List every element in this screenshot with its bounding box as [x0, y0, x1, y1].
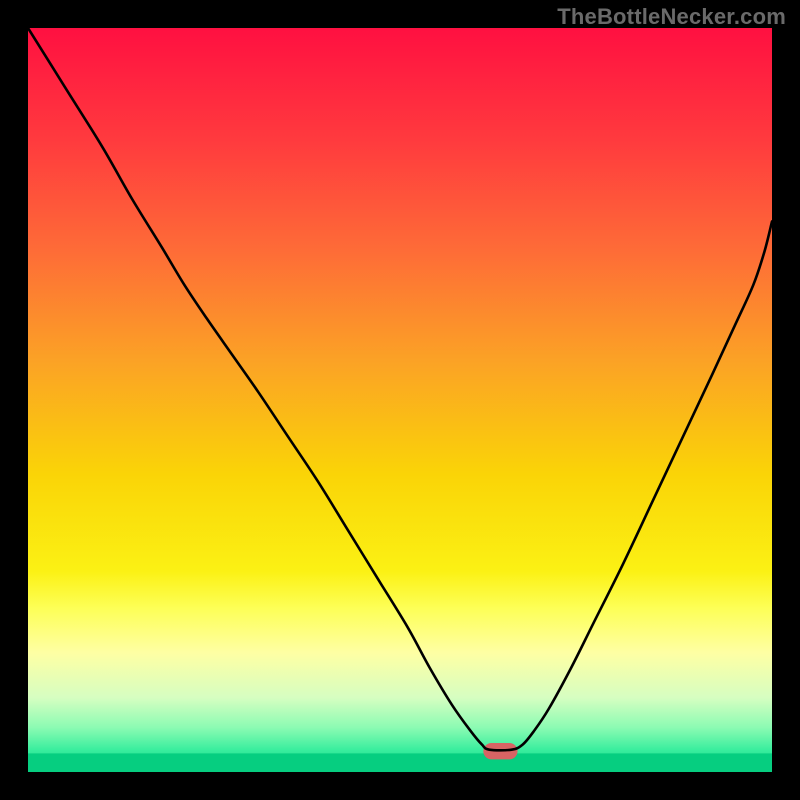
watermark-text: TheBottleNecker.com	[557, 4, 786, 30]
chart-frame: TheBottleNecker.com	[0, 0, 800, 800]
gradient-background	[28, 28, 772, 772]
bottleneck-chart	[28, 28, 772, 772]
bottom-green-band	[28, 753, 772, 772]
